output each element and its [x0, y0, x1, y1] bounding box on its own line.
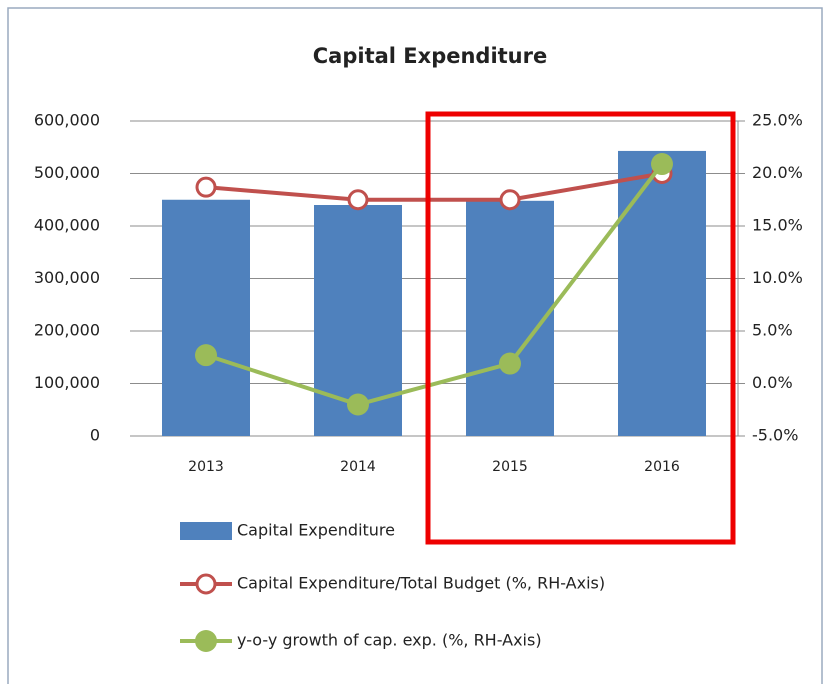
y-tick-label: 400,000	[34, 216, 100, 235]
x-tick-label: 2013	[188, 459, 224, 475]
marker	[651, 153, 673, 176]
legend-label: Capital Expenditure/Total Budget (%, RH-…	[237, 574, 605, 593]
y2-tick-label: 5.0%	[752, 321, 793, 340]
legend-label: Capital Expenditure	[237, 521, 395, 540]
marker	[499, 352, 521, 375]
legend-swatch	[180, 522, 232, 540]
y2-tick-label: -5.0%	[752, 426, 798, 445]
marker	[195, 176, 217, 198]
line	[205, 162, 664, 407]
x-tick-label: 2015	[492, 459, 528, 475]
marker	[347, 189, 369, 211]
x-tick-label: 2014	[340, 459, 376, 475]
y-tick-label: 200,000	[34, 321, 100, 340]
y-tick-label: 100,000	[34, 373, 100, 392]
bar	[162, 199, 250, 436]
x-tick-label: 2016	[644, 459, 680, 475]
legend-marker	[195, 573, 217, 595]
y-tick-label: 600,000	[34, 111, 100, 130]
y-tick-label: 500,000	[34, 163, 100, 182]
y-tick-label: 0	[90, 426, 100, 445]
highlight-box	[425, 111, 736, 545]
marker	[195, 344, 217, 367]
bar	[466, 200, 554, 436]
y2-tick-label: 15.0%	[752, 216, 803, 235]
marker	[347, 393, 369, 416]
bar	[618, 150, 706, 437]
y2-tick-label: 25.0%	[752, 111, 803, 130]
line	[205, 171, 663, 202]
y-tick-label: 300,000	[34, 268, 100, 287]
chart-title: Capital Expenditure	[313, 44, 547, 68]
legend-label: y-o-y growth of cap. exp. (%, RH-Axis)	[237, 631, 542, 650]
marker	[499, 189, 521, 211]
y2-tick-label: 0.0%	[752, 373, 793, 392]
legend-marker	[195, 630, 217, 652]
y2-tick-label: 10.0%	[752, 268, 803, 287]
y2-tick-label: 20.0%	[752, 163, 803, 182]
